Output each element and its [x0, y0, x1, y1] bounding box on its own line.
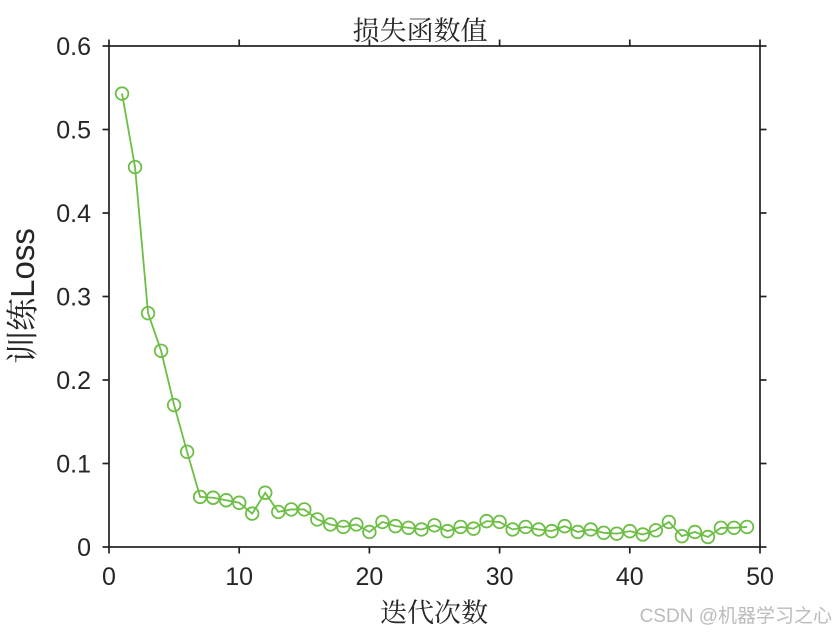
svg-text:0.1: 0.1: [56, 451, 91, 479]
svg-text:20: 20: [355, 563, 383, 591]
svg-text:训练Loss: 训练Loss: [0, 228, 44, 364]
svg-text:损失函数值: 损失函数值: [353, 9, 488, 48]
svg-text:0.6: 0.6: [56, 33, 91, 61]
svg-text:CSDN @机器学习之心: CSDN @机器学习之心: [640, 601, 832, 628]
svg-text:30: 30: [486, 563, 514, 591]
svg-text:10: 10: [225, 563, 253, 591]
svg-text:50: 50: [746, 563, 774, 591]
svg-text:0: 0: [102, 563, 116, 591]
svg-text:0.2: 0.2: [56, 367, 91, 395]
svg-text:40: 40: [616, 563, 644, 591]
svg-text:0: 0: [77, 534, 91, 562]
svg-text:0.3: 0.3: [56, 284, 91, 312]
svg-text:0.5: 0.5: [56, 117, 91, 145]
svg-text:0.4: 0.4: [56, 200, 91, 228]
svg-text:迭代次数: 迭代次数: [380, 591, 488, 630]
